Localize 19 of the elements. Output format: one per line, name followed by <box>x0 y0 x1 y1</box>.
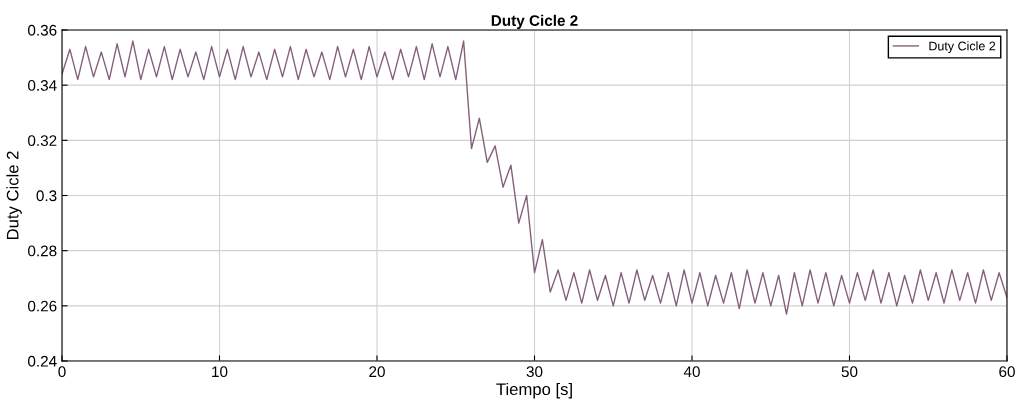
x-tick-label: 50 <box>841 366 858 378</box>
x-tick-label: 10 <box>212 366 228 378</box>
x-axis-title: Tiempo [s] <box>496 382 572 399</box>
y-tick-label: 0.32 <box>28 135 57 147</box>
x-tick-label: 0 <box>58 366 66 378</box>
x-tick-label: 40 <box>683 366 700 378</box>
y-tick-label: 0.36 <box>28 24 57 36</box>
y-tick-label: 0.3 <box>36 190 57 202</box>
y-tick-label: 0.34 <box>28 80 57 91</box>
chart-title: Duty Cicle 2 <box>491 14 578 29</box>
y-axis-title: Duty Cicle 2 <box>6 151 22 240</box>
y-tick-label: 0.28 <box>28 245 57 257</box>
x-tick-label: 20 <box>369 366 385 378</box>
line-series <box>62 40 1007 315</box>
y-tick-label: 0.26 <box>28 300 57 312</box>
legend-label: Duty Cicle 2 <box>929 41 996 53</box>
y-tick-label: 0.24 <box>28 355 57 367</box>
x-tick-label: 60 <box>999 366 1015 378</box>
x-tick-label: 30 <box>526 366 543 378</box>
